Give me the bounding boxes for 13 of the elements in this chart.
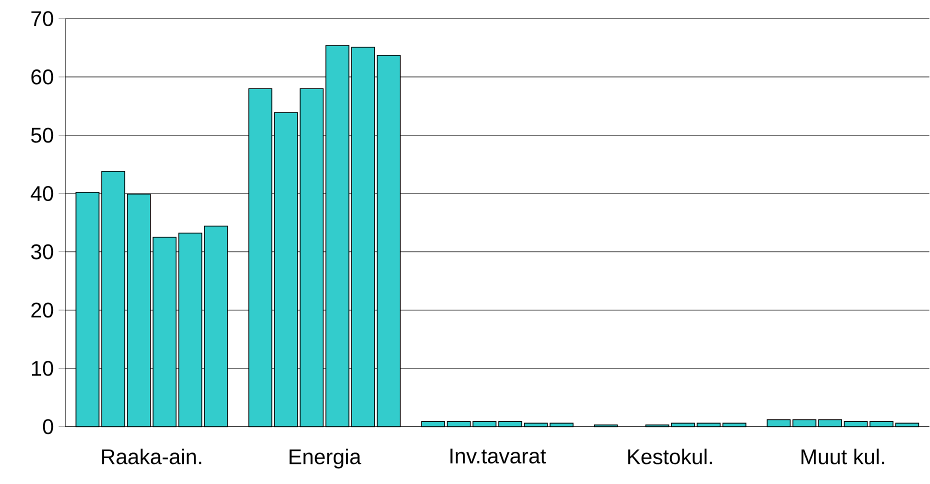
x-tick-label: Energia xyxy=(290,448,362,469)
x-tick-label: Inv.tavarat xyxy=(450,448,546,464)
y-tick-label: 20 xyxy=(31,302,54,318)
y-tick-label: 10 xyxy=(32,360,54,376)
y-tick-label: 40 xyxy=(30,186,54,202)
y-tick-label: 50 xyxy=(31,128,54,143)
y-tick-label: 0 xyxy=(42,419,54,434)
y-tick-label: 30 xyxy=(31,244,54,260)
x-tick-label: Muut kul. xyxy=(802,448,884,464)
y-tick-label: 60 xyxy=(31,69,54,84)
x-tick-label: Kestokul. xyxy=(628,448,712,464)
x-tick-label: Raaka-ain. xyxy=(102,448,202,464)
y-tick-label: 70 xyxy=(31,11,54,26)
